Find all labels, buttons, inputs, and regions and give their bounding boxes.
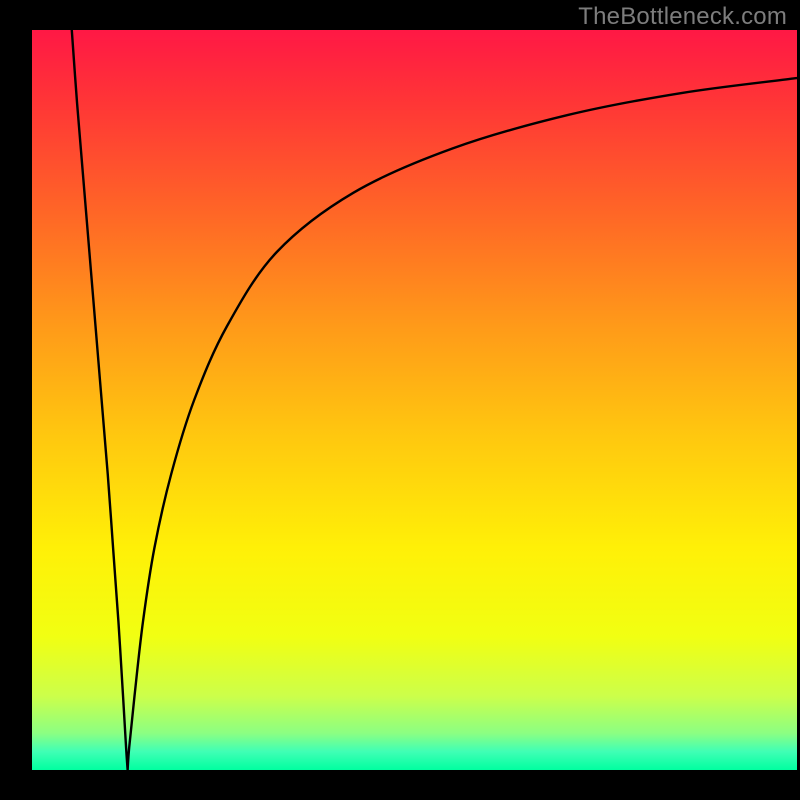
gradient-plot-area: [32, 30, 797, 770]
watermark-label: TheBottleneck.com: [578, 3, 787, 31]
chart-container: TheBottleneck.com: [0, 0, 800, 800]
